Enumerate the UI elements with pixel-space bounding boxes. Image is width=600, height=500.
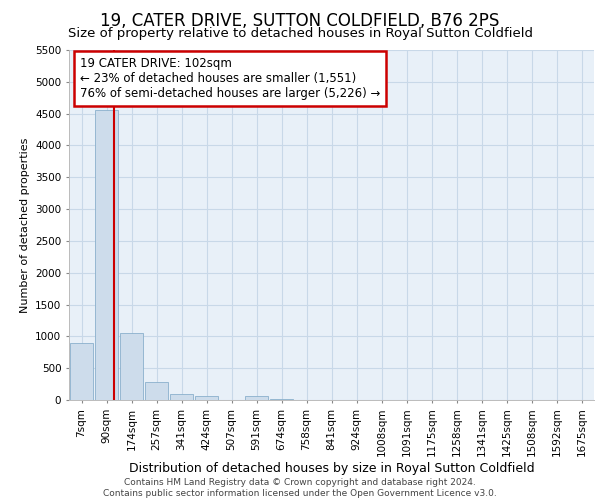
Text: 19 CATER DRIVE: 102sqm
← 23% of detached houses are smaller (1,551)
76% of semi-: 19 CATER DRIVE: 102sqm ← 23% of detached… [79, 57, 380, 100]
Bar [245, 396, 268, 400]
Bar [70, 342, 93, 400]
Text: 19, CATER DRIVE, SUTTON COLDFIELD, B76 2PS: 19, CATER DRIVE, SUTTON COLDFIELD, B76 2… [100, 12, 500, 30]
Text: Contains HM Land Registry data © Crown copyright and database right 2024.
Contai: Contains HM Land Registry data © Crown c… [103, 478, 497, 498]
Bar [270, 398, 293, 400]
Bar [95, 110, 118, 400]
Bar [145, 382, 168, 400]
X-axis label: Distribution of detached houses by size in Royal Sutton Coldfield: Distribution of detached houses by size … [128, 462, 535, 475]
Y-axis label: Number of detached properties: Number of detached properties [20, 138, 29, 312]
Bar [120, 332, 143, 400]
Bar [170, 394, 193, 400]
Bar [195, 396, 218, 400]
Text: Size of property relative to detached houses in Royal Sutton Coldfield: Size of property relative to detached ho… [67, 28, 533, 40]
